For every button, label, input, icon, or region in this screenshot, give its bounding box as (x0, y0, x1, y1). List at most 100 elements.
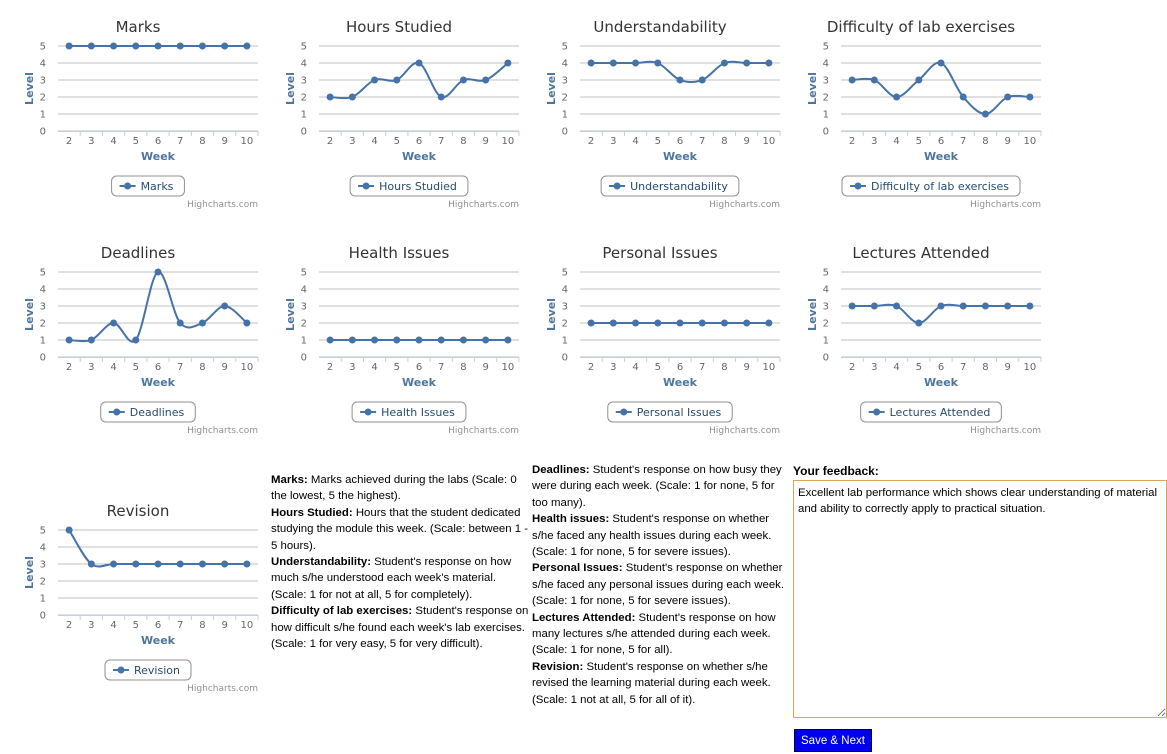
legend-marker (854, 182, 862, 190)
point (720, 319, 728, 327)
y-tick-label: 0 (40, 353, 46, 364)
chart-title: Hours Studied (346, 18, 452, 36)
y-tick-label: 2 (562, 93, 568, 104)
feedback-input[interactable]: Excellent lab performance which shows cl… (793, 480, 1167, 718)
point (848, 302, 856, 310)
point (415, 336, 423, 344)
legend-marker (364, 408, 372, 416)
y-tick-label: 5 (823, 268, 829, 279)
x-tick-label: 6 (677, 136, 683, 147)
legend: Lectures Attended (860, 401, 1002, 423)
legend: Personal Issues (607, 401, 733, 423)
legend-box (607, 401, 733, 423)
y-tick-label: 0 (40, 127, 46, 138)
y-tick-label: 3 (301, 302, 307, 313)
y-tick-label: 1 (40, 110, 46, 121)
chart-title: Personal Issues (602, 244, 717, 262)
x-tick-label: 7 (177, 620, 183, 631)
point (959, 302, 967, 310)
y-tick-label: 3 (40, 302, 46, 313)
x-tick-label: 7 (438, 136, 444, 147)
x-axis-title: Week (924, 150, 959, 163)
x-axis-title: Week (924, 376, 959, 389)
point (110, 560, 118, 568)
x-tick-label: 6 (155, 136, 161, 147)
point (221, 42, 229, 50)
x-tick-label: 2 (66, 620, 72, 631)
point (893, 93, 901, 101)
x-axis-title: Week (141, 634, 176, 647)
point (609, 59, 617, 67)
credits: Highcharts.com (709, 426, 780, 436)
point (154, 42, 162, 50)
point (87, 42, 95, 50)
x-tick-label: 3 (610, 136, 616, 147)
point (482, 76, 490, 84)
description-text: Student's response on whether s/he faced… (532, 562, 785, 608)
point (243, 42, 251, 50)
point (459, 76, 467, 84)
save-button[interactable]: Save & Next (794, 729, 872, 752)
x-tick-label: 4 (632, 362, 638, 373)
point (893, 302, 901, 310)
credits: Highcharts.com (970, 200, 1041, 210)
x-axis-title: Week (141, 150, 176, 163)
x-tick-label: 9 (221, 362, 227, 373)
y-axis-title: Level (806, 298, 819, 331)
x-tick-label: 3 (610, 362, 616, 373)
point (632, 59, 640, 67)
chart: Revision 0 1 2 3 4 5 Level Week 2 3 4 5 6 7 8 9 10 Revisio… (23, 502, 259, 694)
point (132, 560, 140, 568)
point (65, 526, 73, 534)
description-term: Health issues: (532, 513, 610, 526)
legend: Revision (104, 659, 192, 681)
legend-label: Understandability (630, 180, 728, 193)
x-tick-label: 9 (743, 136, 749, 147)
chart-title: Understandability (593, 18, 726, 36)
x-tick-label: 3 (871, 362, 877, 373)
y-tick-label: 0 (562, 127, 568, 138)
point (587, 59, 595, 67)
x-tick-label: 6 (416, 362, 422, 373)
y-axis-title: Level (806, 72, 819, 105)
credits: Highcharts.com (187, 200, 258, 210)
point (87, 560, 95, 568)
x-tick-label: 8 (199, 620, 205, 631)
x-tick-label: 10 (1024, 362, 1037, 373)
point (1004, 93, 1012, 101)
point (981, 302, 989, 310)
credits: Highcharts.com (709, 200, 780, 210)
point (870, 76, 878, 84)
y-tick-label: 2 (301, 319, 307, 330)
chart-title: Difficulty of lab exercises (827, 18, 1015, 36)
x-tick-label: 5 (916, 362, 922, 373)
legend-marker (113, 408, 121, 416)
description-term: Difficulty of lab exercises: (271, 605, 413, 618)
description-term: Personal Issues: (532, 562, 623, 575)
y-axis-title: Level (284, 72, 297, 105)
series-line (852, 61, 1030, 116)
description-term: Lectures Attended: (532, 611, 636, 624)
x-tick-label: 3 (88, 362, 94, 373)
point (437, 93, 445, 101)
x-tick-label: 6 (155, 362, 161, 373)
y-tick-label: 2 (40, 319, 46, 330)
chart: Difficulty of lab exercises 0 1 2 3 4 5 Level We… (806, 18, 1042, 210)
x-axis-title: Week (402, 150, 437, 163)
legend-label: Difficulty of lab exercises (871, 180, 1009, 193)
feedback-label: Your feedback: (793, 464, 879, 478)
legend-box (600, 175, 740, 197)
x-tick-label: 8 (460, 136, 466, 147)
point (504, 59, 512, 67)
point (959, 93, 967, 101)
y-axis-title: Level (545, 72, 558, 105)
credits: Highcharts.com (448, 426, 519, 436)
point (65, 336, 73, 344)
x-tick-label: 4 (110, 620, 116, 631)
x-tick-label: 5 (655, 362, 661, 373)
y-axis-title: Level (545, 298, 558, 331)
legend-marker (620, 408, 628, 416)
legend-box (860, 401, 1002, 423)
x-tick-label: 5 (394, 136, 400, 147)
